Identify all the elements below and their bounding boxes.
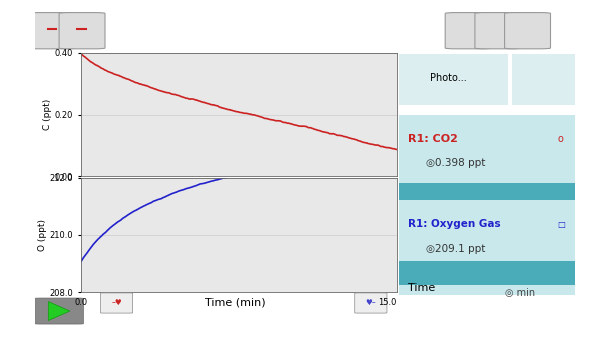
Text: File   Graph   Analyze: File Graph Analyze <box>127 24 293 38</box>
Text: ♥–: ♥– <box>365 299 376 307</box>
FancyBboxPatch shape <box>400 115 575 183</box>
Y-axis label: C (ppt): C (ppt) <box>43 99 52 130</box>
Text: 15.0: 15.0 <box>378 299 397 307</box>
FancyBboxPatch shape <box>35 298 83 324</box>
FancyBboxPatch shape <box>505 12 550 49</box>
Text: o: o <box>558 134 563 144</box>
FancyBboxPatch shape <box>512 54 575 105</box>
FancyBboxPatch shape <box>475 12 521 49</box>
FancyBboxPatch shape <box>29 12 76 49</box>
Text: 0.0: 0.0 <box>75 299 88 307</box>
Text: ◎209.1 ppt: ◎209.1 ppt <box>425 244 485 254</box>
Text: R1: CO2: R1: CO2 <box>408 134 458 144</box>
FancyBboxPatch shape <box>445 12 491 49</box>
FancyBboxPatch shape <box>100 293 133 313</box>
FancyBboxPatch shape <box>400 285 575 295</box>
FancyBboxPatch shape <box>355 293 387 313</box>
FancyBboxPatch shape <box>400 183 575 200</box>
FancyBboxPatch shape <box>400 200 575 261</box>
Text: ◎0.398 ppt: ◎0.398 ppt <box>425 158 485 168</box>
Text: Time (min): Time (min) <box>205 298 266 308</box>
FancyBboxPatch shape <box>59 12 105 49</box>
Text: Time: Time <box>408 283 436 293</box>
Text: ◎ min: ◎ min <box>505 288 535 298</box>
FancyBboxPatch shape <box>400 54 508 105</box>
Text: –♥: –♥ <box>111 299 122 307</box>
Text: R1: Oxygen Gas: R1: Oxygen Gas <box>408 219 500 229</box>
Text: Photo...: Photo... <box>430 73 467 83</box>
FancyBboxPatch shape <box>400 261 575 285</box>
Text: 11:58AM: 11:58AM <box>488 306 532 316</box>
Y-axis label: O (ppt): O (ppt) <box>38 219 47 251</box>
Polygon shape <box>49 302 70 320</box>
Text: □: □ <box>557 220 565 229</box>
